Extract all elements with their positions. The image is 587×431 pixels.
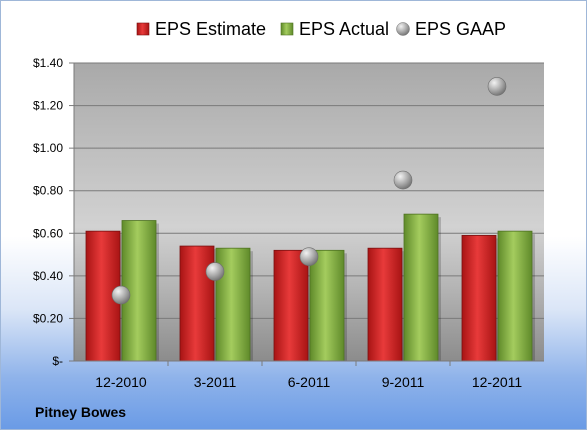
bar-eps-actual <box>497 230 533 362</box>
point-eps-gaap <box>111 285 131 305</box>
bar-eps-estimate <box>461 235 497 362</box>
legend-label: EPS Estimate <box>155 19 266 39</box>
gaap-points <box>111 77 507 305</box>
company-name: Pitney Bowes <box>35 404 126 420</box>
bar-eps-estimate <box>179 245 215 362</box>
x-tick-label: 12-2011 <box>472 374 523 390</box>
y-tick-label: $1.20 <box>33 99 63 113</box>
y-tick-label: $- <box>52 354 63 368</box>
legend: EPS Estimate EPS Actual EPS GAAP <box>136 19 506 39</box>
bar-eps-actual <box>309 249 345 362</box>
point-eps-gaap <box>393 170 413 190</box>
bar-eps-actual <box>403 213 439 362</box>
legend-label: EPS Actual <box>299 19 389 39</box>
x-tick-label: 3-2011 <box>194 374 237 390</box>
x-tick-label: 9-2011 <box>382 374 425 390</box>
y-tick-label: $1.00 <box>33 141 63 155</box>
y-tick-label: $1.40 <box>33 56 63 70</box>
bar-eps-estimate <box>367 247 403 362</box>
bar-eps-actual <box>215 247 251 362</box>
legend-swatch <box>280 22 294 36</box>
x-tick-label: 12-2010 <box>95 374 147 390</box>
x-axis: 12-2010 3-2011 6-2011 9-2011 12-2011 <box>74 360 544 390</box>
y-axis: $- $0.20 $0.40 $0.60 $0.80 $1.00 $1.20 $1.40 <box>33 56 75 368</box>
x-tick-label: 6-2011 <box>288 374 331 390</box>
point-eps-gaap <box>299 247 319 266</box>
y-tick-label: $0.80 <box>33 184 63 198</box>
y-tick-label: $0.60 <box>33 226 63 240</box>
bar-eps-estimate <box>273 249 309 362</box>
y-tick-label: $0.40 <box>33 269 63 283</box>
y-tick-label: $0.20 <box>33 311 63 325</box>
legend-swatch <box>136 22 150 36</box>
point-eps-gaap <box>205 262 225 281</box>
point-eps-gaap <box>487 77 507 96</box>
legend-swatch <box>396 22 410 36</box>
legend-label: EPS GAAP <box>415 19 506 39</box>
